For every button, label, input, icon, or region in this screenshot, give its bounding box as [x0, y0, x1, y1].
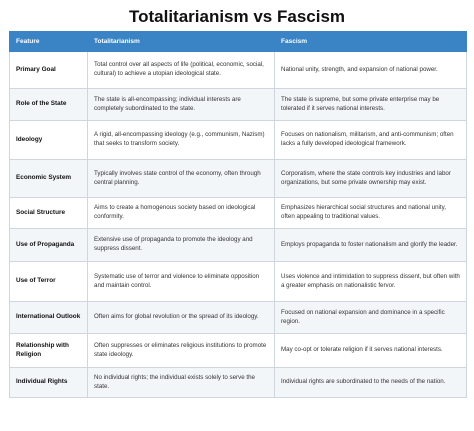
- header-totalitarianism: Totalitarianism: [87, 31, 275, 52]
- table-row: Primary Goal Total control over all aspe…: [9, 51, 467, 89]
- comparison-table: Feature Totalitarianism Fascism Primary …: [9, 31, 467, 398]
- row-feature: Primary Goal: [9, 51, 88, 89]
- page-title: Totalitarianism vs Fascism: [128, 7, 346, 26]
- row-totalitarianism: Often suppresses or eliminates religious…: [87, 333, 275, 368]
- row-totalitarianism: Extensive use of propaganda to promote t…: [87, 228, 275, 262]
- row-fascism: Focuses on nationalism, militarism, and …: [274, 120, 467, 160]
- table-row: International Outlook Often aims for glo…: [9, 301, 467, 334]
- table-body: Primary Goal Total control over all aspe…: [9, 51, 467, 398]
- row-fascism: May co-opt or tolerate religion if it se…: [274, 333, 467, 368]
- table-row: Social Structure Aims to create a homoge…: [9, 197, 467, 229]
- row-feature: Use of Terror: [9, 261, 88, 302]
- header-fascism: Fascism: [274, 31, 467, 52]
- row-fascism: The state is supreme, but some private e…: [274, 88, 467, 121]
- row-feature: Use of Propaganda: [9, 228, 88, 262]
- table-row: Economic System Typically involves state…: [9, 159, 467, 198]
- row-totalitarianism: Typically involves state control of the …: [87, 159, 275, 198]
- row-fascism: Uses violence and intimidation to suppre…: [274, 261, 467, 302]
- row-feature: Individual Rights: [9, 367, 88, 398]
- row-fascism: Corporatism, where the state controls ke…: [274, 159, 467, 198]
- row-totalitarianism: A rigid, all-encompassing ideology (e.g.…: [87, 120, 275, 160]
- row-totalitarianism: Systematic use of terror and violence to…: [87, 261, 275, 302]
- row-feature: Role of the State: [9, 88, 88, 121]
- row-totalitarianism: No individual rights; the individual exi…: [87, 367, 275, 398]
- row-fascism: National unity, strength, and expansion …: [274, 51, 467, 89]
- table-row: Ideology A rigid, all-encompassing ideol…: [9, 120, 467, 160]
- row-fascism: Focused on national expansion and domina…: [274, 301, 467, 334]
- row-fascism: Emphasizes hierarchical social structure…: [274, 197, 467, 229]
- header-feature: Feature: [9, 31, 88, 52]
- header-row: Feature Totalitarianism Fascism: [9, 31, 467, 52]
- table-row: Individual Rights No individual rights; …: [9, 367, 467, 398]
- row-totalitarianism: The state is all-encompassing; individua…: [87, 88, 275, 121]
- row-feature: Ideology: [9, 120, 88, 160]
- table-row: Role of the State The state is all-encom…: [9, 88, 467, 121]
- row-totalitarianism: Total control over all aspects of life (…: [87, 51, 275, 89]
- row-feature: Economic System: [9, 159, 88, 198]
- row-totalitarianism: Aims to create a homogenous society base…: [87, 197, 275, 229]
- row-totalitarianism: Often aims for global revolution or the …: [87, 301, 275, 334]
- table-header: Feature Totalitarianism Fascism: [9, 31, 467, 52]
- table-row: Relationship with Religion Often suppres…: [9, 333, 467, 368]
- row-feature: International Outlook: [9, 301, 88, 334]
- table-row: Use of Propaganda Extensive use of propa…: [9, 228, 467, 262]
- row-fascism: Individual rights are subordinated to th…: [274, 367, 467, 398]
- row-fascism: Employs propaganda to foster nationalism…: [274, 228, 467, 262]
- row-feature: Social Structure: [9, 197, 88, 229]
- table-row: Use of Terror Systematic use of terror a…: [9, 261, 467, 302]
- row-feature: Relationship with Religion: [9, 333, 88, 368]
